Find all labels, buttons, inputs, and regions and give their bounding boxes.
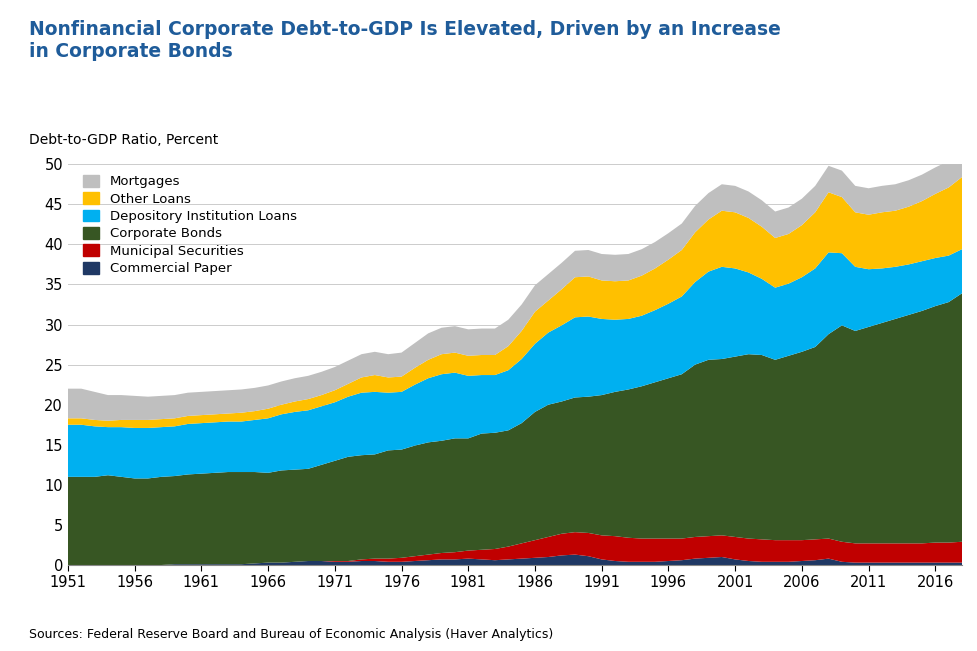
Text: Debt-to-GDP Ratio, Percent: Debt-to-GDP Ratio, Percent [29, 133, 219, 148]
Text: Nonfinancial Corporate Debt-to-GDP Is Elevated, Driven by an Increase
in Corpora: Nonfinancial Corporate Debt-to-GDP Is El… [29, 20, 782, 61]
Legend: Mortgages, Other Loans, Depository Institution Loans, Corporate Bonds, Municipal: Mortgages, Other Loans, Depository Insti… [83, 175, 297, 275]
Text: Sources: Federal Reserve Board and Bureau of Economic Analysis (Haver Analytics): Sources: Federal Reserve Board and Burea… [29, 628, 554, 641]
